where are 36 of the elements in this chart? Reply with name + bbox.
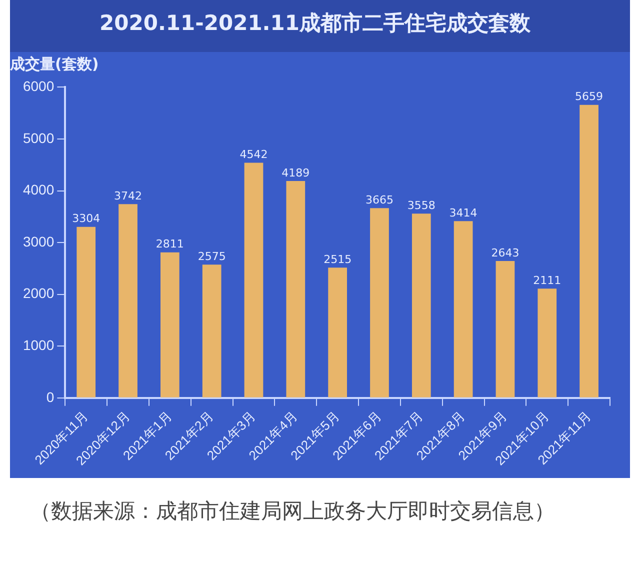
data-label: 3558 <box>407 199 436 212</box>
bar <box>286 180 306 398</box>
bar <box>454 221 473 398</box>
bar <box>328 268 348 398</box>
data-label: 2811 <box>156 238 184 251</box>
bar <box>370 208 389 398</box>
data-label: 2575 <box>198 250 226 263</box>
data-label: 3665 <box>365 193 394 206</box>
data-label: 2111 <box>533 274 562 287</box>
y-tick-label: 2000 <box>22 285 54 302</box>
data-label: 5659 <box>575 90 604 104</box>
data-label: 4542 <box>240 148 268 162</box>
bar <box>118 204 138 398</box>
bar <box>160 252 180 398</box>
data-label: 3304 <box>72 212 100 226</box>
bar <box>244 162 264 398</box>
y-axis-title: 成交量(套数) <box>9 55 99 74</box>
y-tick-label: 0 <box>46 388 54 405</box>
text: （数据来源：成都市住建局网上政务大厅即时交易信息） <box>30 498 556 525</box>
bar <box>538 288 557 398</box>
y-tick-label: 3000 <box>22 233 54 250</box>
y-tick-label: 4000 <box>22 182 54 198</box>
data-label: 3742 <box>114 189 142 202</box>
y-tick-label: 1000 <box>22 336 54 353</box>
bar <box>412 214 431 398</box>
data-label: 2643 <box>491 246 520 260</box>
bar <box>496 261 515 398</box>
y-tick-label: 5000 <box>22 130 54 146</box>
bar <box>580 104 598 398</box>
data-label: 3414 <box>449 206 478 220</box>
bar <box>202 264 222 398</box>
data-label: 4189 <box>282 166 310 180</box>
data-label: 2515 <box>324 253 352 266</box>
chart-title: 2020.11-2021.11成都市二手住宅成交套数 <box>99 11 532 36</box>
y-tick-label: 6000 <box>22 78 54 94</box>
bar <box>76 226 96 398</box>
